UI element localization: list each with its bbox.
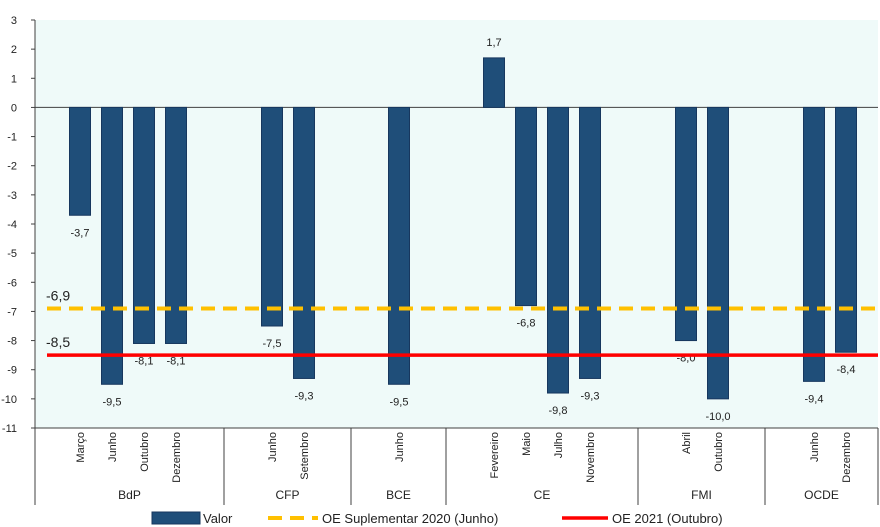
group-label: BdP [118, 488, 141, 502]
bar [133, 106, 155, 344]
legend-swatch-bar [151, 511, 201, 525]
bar-data-label: -9,5 [390, 396, 409, 408]
bar-data-label: -7,5 [263, 338, 282, 350]
y-tick-label: -8 [7, 336, 17, 348]
bar [293, 106, 315, 379]
bar-data-label: -6,8 [517, 318, 536, 330]
x-tick-label: Outubro [713, 432, 725, 472]
x-tick-label: Fevereiro [489, 432, 501, 478]
y-tick-label: -4 [7, 219, 17, 231]
y-tick-label: 3 [11, 15, 17, 27]
y-tick-label: -7 [7, 306, 17, 318]
bar [579, 106, 601, 379]
legend-label: OE 2021 (Outubro) [612, 511, 723, 526]
bar-data-label: 1,7 [486, 37, 501, 49]
y-tick-label: -11 [2, 423, 17, 435]
x-tick-label: Outubro [139, 432, 151, 472]
x-tick-label: Dezembro [841, 432, 853, 483]
bar-data-label: -8,1 [135, 355, 154, 367]
x-tick-label: Junho [267, 432, 279, 462]
x-tick-label: Abril [681, 432, 693, 454]
y-tick-label: -1 [7, 132, 17, 144]
group-label: BCE [386, 488, 411, 502]
y-tick-label: -10 [1, 394, 17, 406]
bar [835, 106, 857, 353]
bar-data-label: -8,4 [837, 364, 856, 376]
reference-line-label: -6,9 [46, 288, 70, 304]
x-tick-label: Maio [521, 432, 533, 456]
y-tick-label: -5 [7, 248, 17, 260]
legend-label: Valor [203, 511, 233, 526]
bar [388, 106, 410, 385]
y-tick-label: -3 [7, 190, 17, 202]
bar [675, 106, 697, 342]
x-tick-label: Setembro [299, 432, 311, 480]
bar [165, 106, 187, 344]
x-tick-label: Março [75, 432, 87, 463]
group-label: CFP [276, 488, 300, 502]
y-tick-label: -2 [7, 161, 17, 173]
bar [803, 106, 825, 382]
y-tick-label: -9 [7, 365, 17, 377]
reference-line-label: -8,5 [46, 334, 70, 350]
x-tick-label: Junho [809, 432, 821, 462]
bar [707, 106, 729, 400]
bar-data-label: -9,3 [295, 390, 314, 402]
bar-data-label: -8,1 [167, 355, 186, 367]
bar [69, 106, 91, 216]
legend-label: OE Suplementar 2020 (Junho) [322, 511, 498, 526]
bar [261, 106, 283, 327]
y-tick-label: -6 [7, 277, 17, 289]
group-label: CE [534, 488, 551, 502]
x-tick-label: Julho [553, 432, 565, 458]
bar [483, 57, 505, 108]
bar [515, 106, 537, 307]
bar-data-label: -3,7 [71, 227, 90, 239]
bar [101, 106, 123, 385]
bar-data-label: -9,5 [103, 396, 122, 408]
group-label: OCDE [804, 488, 839, 502]
bar-data-label: -9,4 [805, 393, 824, 405]
bar [547, 106, 569, 394]
x-tick-label: Junho [107, 432, 119, 462]
bar-data-label: -9,8 [549, 405, 568, 417]
x-tick-label: Junho [394, 432, 406, 462]
bar-data-label: -9,3 [581, 390, 600, 402]
y-tick-label: 2 [11, 44, 17, 56]
bar-data-label: -10,0 [705, 411, 730, 423]
x-tick-label: Dezembro [171, 432, 183, 483]
group-label: FMI [691, 488, 712, 502]
y-tick-label: 1 [11, 73, 17, 85]
y-tick-label: 0 [11, 102, 17, 114]
x-tick-label: Novembro [585, 432, 597, 483]
plot-area [35, 20, 878, 428]
